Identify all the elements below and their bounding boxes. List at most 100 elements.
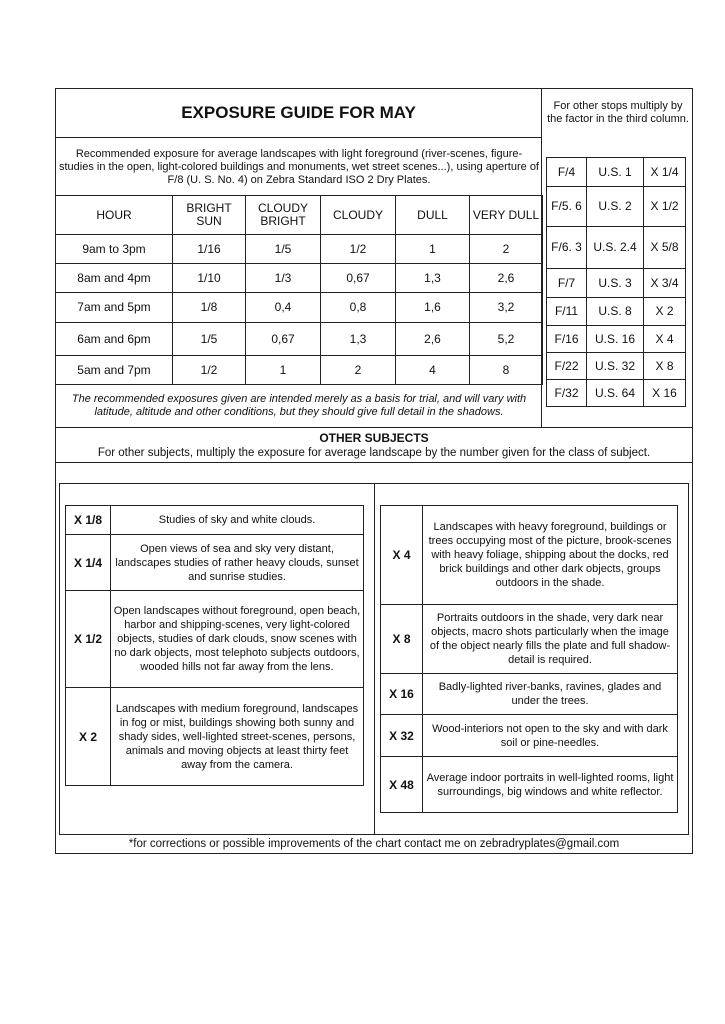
- stops-note: For other stops multiply by the factor i…: [547, 100, 689, 125]
- table-cell: 1: [245, 355, 321, 385]
- table-row: 8am and 4pm 1/10 1/3 0,67 1,3 2,6: [55, 263, 543, 293]
- subject-cell: Open landscapes without foreground, open…: [110, 590, 364, 688]
- subject-cell: Landscapes with medium foreground, lands…: [110, 687, 364, 786]
- table-cell: X 3/4: [643, 268, 686, 298]
- subject-row: X 4 Landscapes with heavy foreground, bui…: [380, 505, 678, 605]
- table-cell: BRIGHT SUN: [172, 195, 246, 235]
- table-cell: 1/5: [172, 322, 246, 356]
- exposure-table: HOUR BRIGHT SUN CLOUDY BRIGHT CLOUDY DULL VER…: [55, 195, 543, 385]
- table-row: F/6. 3 U.S. 2.4 X 5/8: [546, 226, 686, 269]
- subject-cell: Average indoor portraits in well-lighted…: [422, 756, 678, 813]
- page-title: EXPOSURE GUIDE FOR MAY: [181, 102, 416, 122]
- table-cell: 8am and 4pm: [55, 263, 173, 293]
- table-cell: CLOUDY: [320, 195, 396, 235]
- table-cell: F/7: [546, 268, 587, 298]
- table-cell: X 4: [643, 325, 686, 353]
- table-cell: X 2: [643, 297, 686, 326]
- divider: [374, 483, 375, 835]
- subject-row: X 48 Average indoor portraits in well-lig…: [380, 756, 678, 813]
- table-cell: 7am and 5pm: [55, 292, 173, 323]
- table-cell: X 8: [643, 352, 686, 380]
- table-cell: 1/2: [172, 355, 246, 385]
- table-cell: F/6. 3: [546, 226, 587, 269]
- table-cell: U.S. 8: [586, 297, 644, 326]
- table-cell: F/11: [546, 297, 587, 326]
- disclaimer-text: The recommended exposures given are inte…: [71, 392, 527, 418]
- table-cell: 2: [320, 355, 396, 385]
- table-cell: 4: [395, 355, 470, 385]
- table-cell: 1,3: [320, 322, 396, 356]
- table-cell: 0,4: [245, 292, 321, 323]
- table-row: F/16 U.S. 16 X 4: [546, 325, 686, 353]
- table-cell: F/22: [546, 352, 587, 380]
- subject-cell: Wood-interiors not open to the sky and w…: [422, 714, 678, 757]
- subjects-table-left: X 1/8 Studies of sky and white clouds. X 1…: [65, 505, 364, 786]
- table-cell: 8: [469, 355, 543, 385]
- table-cell: 1,3: [395, 263, 470, 293]
- table-cell: 1/5: [245, 234, 321, 264]
- subject-row: X 8 Portraits outdoors in the shade, very…: [380, 604, 678, 674]
- table-cell: X 5/8: [643, 226, 686, 269]
- table-cell: X 16: [643, 379, 686, 407]
- table-cell: F/16: [546, 325, 587, 353]
- table-row: 5am and 7pm 1/2 1 2 4 8: [55, 355, 543, 385]
- table-row: F/22 U.S. 32 X 8: [546, 352, 686, 380]
- subject-cell: X 1/2: [65, 590, 111, 688]
- table-cell: 5,2: [469, 322, 543, 356]
- table-cell: X 1/2: [643, 186, 686, 227]
- subject-cell: X 4: [380, 505, 423, 605]
- table-cell: U.S. 32: [586, 352, 644, 380]
- table-cell: U.S. 3: [586, 268, 644, 298]
- table-row: HOUR BRIGHT SUN CLOUDY BRIGHT CLOUDY DULL VER…: [55, 195, 543, 235]
- table-cell: 1,6: [395, 292, 470, 323]
- subject-cell: Studies of sky and white clouds.: [110, 505, 364, 535]
- subject-cell: X 8: [380, 604, 423, 674]
- table-cell: X 1/4: [643, 157, 686, 187]
- table-cell: 2: [469, 234, 543, 264]
- table-cell: CLOUDY BRIGHT: [245, 195, 321, 235]
- table-cell: 3,2: [469, 292, 543, 323]
- table-cell: F/32: [546, 379, 587, 407]
- table-cell: 1/8: [172, 292, 246, 323]
- table-cell: F/5. 6: [546, 186, 587, 227]
- subject-cell: Badly-lighted river-banks, ravines, glad…: [422, 673, 678, 715]
- table-cell: U.S. 64: [586, 379, 644, 407]
- subject-row: X 1/8 Studies of sky and white clouds.: [65, 505, 364, 535]
- subject-cell: Open views of sea and sky very distant, …: [110, 534, 364, 591]
- table-cell: 1/10: [172, 263, 246, 293]
- table-cell: U.S. 2: [586, 186, 644, 227]
- table-cell: U.S. 1: [586, 157, 644, 187]
- subject-row: X 32 Wood-interiors not open to the sky a…: [380, 714, 678, 757]
- table-cell: VERY DULL: [469, 195, 543, 235]
- other-subjects-subtitle: For other subjects, multiply the exposur…: [97, 446, 651, 459]
- footer-note: *for corrections or possible improvement…: [128, 837, 620, 850]
- subject-cell: X 32: [380, 714, 423, 757]
- table-cell: F/4: [546, 157, 587, 187]
- table-cell: 2,6: [395, 322, 470, 356]
- table-cell: 9am to 3pm: [55, 234, 173, 264]
- table-cell: 5am and 7pm: [55, 355, 173, 385]
- subject-cell: X 1/4: [65, 534, 111, 591]
- subject-row: X 1/2 Open landscapes without foreground,…: [65, 590, 364, 688]
- table-cell: 6am and 6pm: [55, 322, 173, 356]
- table-cell: 0,67: [320, 263, 396, 293]
- subject-row: X 1/4 Open views of sea and sky very dist…: [65, 534, 364, 591]
- table-cell: U.S. 16: [586, 325, 644, 353]
- table-row: 7am and 5pm 1/8 0,4 0,8 1,6 3,2: [55, 292, 543, 323]
- table-cell: 2,6: [469, 263, 543, 293]
- table-row: 9am to 3pm 1/16 1/5 1/2 1 2: [55, 234, 543, 264]
- divider: [55, 462, 693, 463]
- table-cell: 0,8: [320, 292, 396, 323]
- subject-cell: X 1/8: [65, 505, 111, 535]
- table-row: F/32 U.S. 64 X 16: [546, 379, 686, 407]
- other-subjects-heading: OTHER SUBJECTS: [319, 431, 429, 445]
- outer-frame: [55, 88, 693, 854]
- table-cell: 0,67: [245, 322, 321, 356]
- table-row: 6am and 6pm 1/5 0,67 1,3 2,6 5,2: [55, 322, 543, 356]
